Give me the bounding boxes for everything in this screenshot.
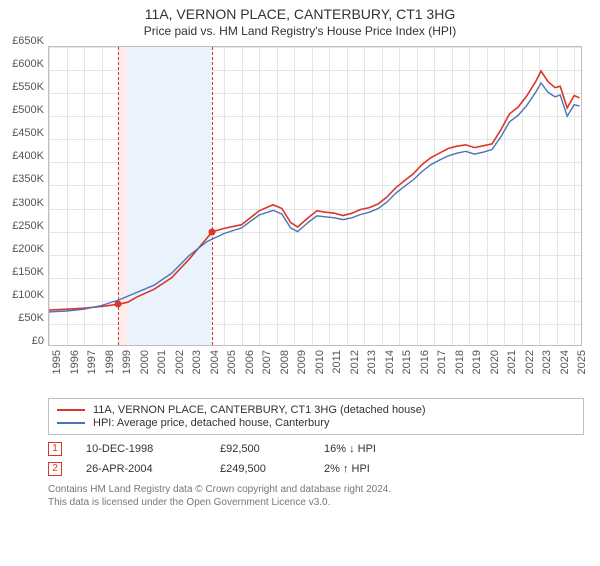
transaction-marker-badge: 2 xyxy=(48,462,62,476)
x-tick-label: 1998 xyxy=(104,350,116,374)
x-tick-label: 2015 xyxy=(401,350,413,374)
transaction-row: 1 10-DEC-1998 £92,500 16% ↓ HPI xyxy=(48,439,584,459)
footer-line: Contains HM Land Registry data © Crown c… xyxy=(48,483,584,496)
plot-area: 12 xyxy=(48,46,582,346)
legend-swatch xyxy=(57,409,85,411)
transaction-hpi-delta: 2% ↑ HPI xyxy=(324,463,424,475)
x-tick-label: 2024 xyxy=(559,350,571,374)
legend-swatch xyxy=(57,422,85,424)
x-tick-label: 2018 xyxy=(454,350,466,374)
chart-subtitle: Price paid vs. HM Land Registry's House … xyxy=(0,24,600,38)
transaction-row: 2 26-APR-2004 £249,500 2% ↑ HPI xyxy=(48,459,584,479)
transaction-table: 1 10-DEC-1998 £92,500 16% ↓ HPI 2 26-APR-2004… xyxy=(48,439,584,479)
x-tick-label: 2021 xyxy=(506,350,518,374)
x-tick-label: 2012 xyxy=(349,350,361,374)
x-tick-label: 2000 xyxy=(139,350,151,374)
chart: £0£50K£100K£150K£200K£250K£300K£350K£400… xyxy=(0,46,600,346)
x-tick-label: 2006 xyxy=(244,350,256,374)
transaction-hpi-delta: 16% ↓ HPI xyxy=(324,443,424,455)
attribution-footer: Contains HM Land Registry data © Crown c… xyxy=(48,483,584,509)
x-tick-label: 2020 xyxy=(489,350,501,374)
x-tick-label: 2023 xyxy=(541,350,553,374)
x-tick-label: 2009 xyxy=(296,350,308,374)
x-tick-label: 2004 xyxy=(209,350,221,374)
legend-label: HPI: Average price, detached house, Cant… xyxy=(93,417,329,429)
series-hpi xyxy=(49,83,580,312)
y-axis: £0£50K£100K£150K£200K£250K£300K£350K£400… xyxy=(0,46,48,346)
series-svg xyxy=(49,47,582,346)
x-axis: 1995 1996 1997 1998 1999 2000 2001 2002 2003 2004… xyxy=(0,350,600,392)
legend-label: 11A, VERNON PLACE, CANTERBURY, CT1 3HG (… xyxy=(93,404,426,416)
x-tick-label: 1995 xyxy=(51,350,63,374)
footer-line: This data is licensed under the Open Gov… xyxy=(48,496,584,509)
x-tick-label: 2022 xyxy=(524,350,536,374)
x-tick-label: 2008 xyxy=(279,350,291,374)
x-tick-label: 2001 xyxy=(156,350,168,374)
x-tick-label: 2016 xyxy=(419,350,431,374)
x-tick-label: 1997 xyxy=(86,350,98,374)
x-tick-label: 2025 xyxy=(576,350,588,374)
transaction-dot xyxy=(209,228,216,235)
x-tick-label: 2013 xyxy=(366,350,378,374)
series-property xyxy=(49,71,580,310)
transaction-price: £249,500 xyxy=(220,463,300,475)
x-tick-label: 2017 xyxy=(436,350,448,374)
x-tick-label: 2005 xyxy=(226,350,238,374)
legend-item: HPI: Average price, detached house, Cant… xyxy=(57,417,575,429)
x-tick-label: 1999 xyxy=(121,350,133,374)
x-tick-label: 2019 xyxy=(471,350,483,374)
x-tick-label: 2007 xyxy=(261,350,273,374)
transaction-price: £92,500 xyxy=(220,443,300,455)
x-tick-label: 1996 xyxy=(69,350,81,374)
x-tick-label: 2003 xyxy=(191,350,203,374)
transaction-dot xyxy=(115,301,122,308)
x-tick-label: 2011 xyxy=(331,350,343,374)
x-tick-label: 2010 xyxy=(314,350,326,374)
x-tick-label: 2014 xyxy=(384,350,396,374)
x-tick-label: 2002 xyxy=(174,350,186,374)
chart-title: 11A, VERNON PLACE, CANTERBURY, CT1 3HG xyxy=(0,6,600,22)
transaction-marker-badge: 1 xyxy=(48,442,62,456)
legend: 11A, VERNON PLACE, CANTERBURY, CT1 3HG (… xyxy=(48,398,584,435)
transaction-date: 26-APR-2004 xyxy=(86,463,196,475)
transaction-date: 10-DEC-1998 xyxy=(86,443,196,455)
legend-item: 11A, VERNON PLACE, CANTERBURY, CT1 3HG (… xyxy=(57,404,575,416)
